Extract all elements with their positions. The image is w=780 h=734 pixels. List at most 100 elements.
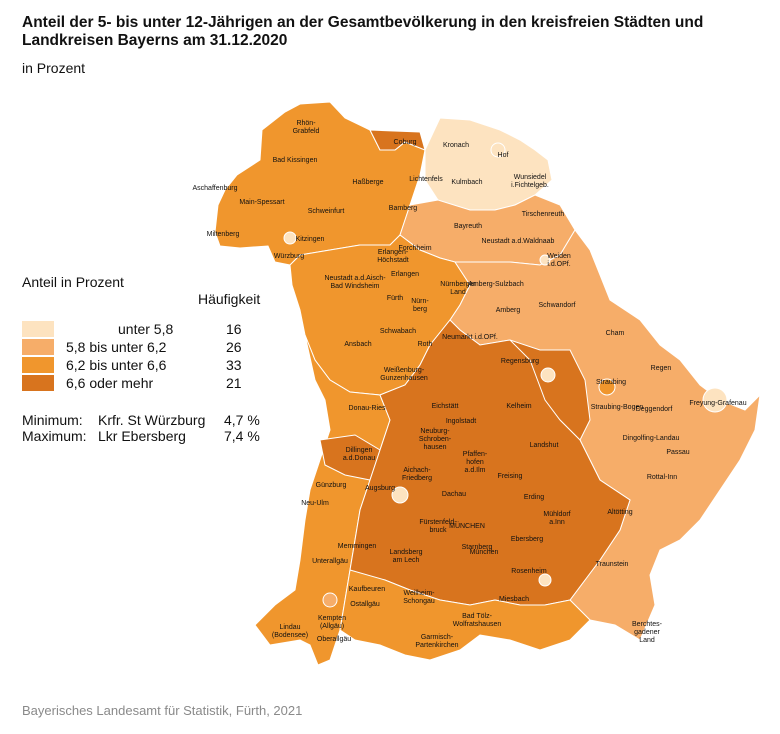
region-label: Günzburg <box>316 482 347 489</box>
region-label: Lindau (Bodensee) <box>272 624 308 639</box>
region-label: Dillingen a.d.Donau <box>343 447 375 462</box>
region-label: Unterallgäu <box>312 558 348 565</box>
legend-swatch <box>22 339 54 355</box>
region-label: Ingolstadt <box>446 418 476 425</box>
region-label: Forchheim <box>398 245 431 252</box>
region-label: Fürstenfeld-bruck <box>419 519 457 534</box>
legend-swatch <box>22 321 54 337</box>
region-label: Kulmbach <box>451 179 482 186</box>
legend-class-label: 6,6 oder mehr <box>66 375 154 391</box>
region-label: Kronach <box>443 142 469 149</box>
region-label: Fürth <box>387 295 403 302</box>
region-label: Rhön-Grabfeld <box>293 120 320 135</box>
legend-class-count: 26 <box>226 339 242 355</box>
region-label: Eichstätt <box>432 403 459 410</box>
region-label: Neumarkt i.d.OPf. <box>442 334 498 341</box>
stat-minimum-value: 4,7 % <box>224 412 260 428</box>
region-label: Tirschenreuth <box>522 211 565 218</box>
legend-class-count: 21 <box>226 375 242 391</box>
stat-maximum-region: Lkr Ebersberg <box>98 428 186 444</box>
region-label: Weilheim-Schongau <box>403 590 435 605</box>
region-label: Bad Tölz-Wolfratshausen <box>453 613 502 628</box>
region-label: Lichtenfels <box>409 176 443 183</box>
region-label: Ostallgäu <box>350 601 380 608</box>
legend-class-label: unter 5,8 <box>118 321 174 337</box>
region-label: Oberallgäu <box>317 636 351 643</box>
region-label: Nürnberger Land <box>440 281 476 296</box>
stat-minimum-label: Minimum: <box>22 412 83 428</box>
legend-class-row: 6,2 bis unter 6,6 33 <box>22 357 282 375</box>
region-label: Freising <box>498 473 523 480</box>
map-subtitle: in Prozent <box>22 60 86 76</box>
region-label: Dachau <box>442 491 466 498</box>
region-label: Donau-Ries <box>349 405 386 412</box>
legend-frequency-heading: Häufigkeit <box>198 291 261 307</box>
region-label: Bamberg <box>389 205 418 212</box>
region-label: Pfaffen-hofen a.d.Ilm <box>463 451 488 474</box>
region-label: Ansbach <box>344 341 371 348</box>
region-label: Roth <box>418 341 433 348</box>
region-label: München <box>470 549 499 556</box>
region-label: Neuburg-Schroben-hausen <box>419 428 452 451</box>
region-label: Haßberge <box>352 179 383 186</box>
region-label: Miesbach <box>499 596 529 603</box>
region-label: Miltenberg <box>207 231 240 238</box>
region-label: Landsberg am Lech <box>389 549 422 564</box>
region-shape-upper-bavaria-south <box>339 569 591 661</box>
legend-swatch <box>22 375 54 391</box>
region-label: Dingolfing-Landau <box>623 435 680 442</box>
region-label: Straubing <box>596 379 626 386</box>
region-label: Würzburg <box>274 253 304 260</box>
region-shape-upper-bavaria <box>349 319 631 606</box>
region-label: Garmisch-Partenkirchen <box>415 634 458 649</box>
region-label: Berchtes-gadener Land <box>632 621 663 644</box>
region-label: Altötting <box>607 509 632 516</box>
region-label: Main-Spessart <box>239 199 284 206</box>
region-label: Deggendorf <box>636 406 673 413</box>
region-label: Schweinfurt <box>308 208 345 215</box>
legend-class-row: unter 5,8 16 <box>22 321 282 339</box>
region-label: Wunsiedel i.Fichtelgeb. <box>511 174 549 189</box>
region-label: Kempten (Allgäu) <box>318 615 346 630</box>
region-label: Passau <box>666 449 689 456</box>
legend-heading: Anteil in Prozent <box>22 274 124 290</box>
legend-class-label: 6,2 bis unter 6,6 <box>66 357 167 373</box>
region-label: Hof <box>498 152 509 159</box>
region-label: Starnberg <box>462 544 493 551</box>
region-label: Schwandorf <box>539 302 576 309</box>
region-label: Cham <box>606 330 625 337</box>
region-label: Regen <box>651 365 672 372</box>
region-label: Augsburg <box>365 485 395 492</box>
region-label: Bayreuth <box>454 223 482 230</box>
region-label: Rottal-Inn <box>647 474 677 481</box>
region-label: Neu-Ulm <box>301 500 329 507</box>
region-label: Bad Kissingen <box>273 157 318 164</box>
region-label: Weißenburg-Gunzenhausen <box>380 367 428 382</box>
region-label: Neustadt a.d.Aisch-Bad Windsheim <box>324 275 386 290</box>
region-label: Landshut <box>530 442 559 449</box>
region-label: Freyung-Grafenau <box>689 400 746 407</box>
region-label: Nürn-berg <box>411 298 429 313</box>
region-label: Amberg <box>496 307 521 314</box>
region-label: Kelheim <box>506 403 531 410</box>
region-label: Aichach-Friedberg <box>402 467 432 482</box>
region-label: Memmingen <box>338 543 377 550</box>
region-shape-coburg <box>369 129 426 151</box>
region-label: Aschaffenburg <box>192 185 237 192</box>
legend-class-count: 33 <box>226 357 242 373</box>
region-label: Erlangen-Höchstadt <box>377 249 409 264</box>
stat-maximum-label: Maximum: <box>22 428 87 444</box>
region-label: Straubing-Bogen <box>591 404 644 411</box>
region-label: Kitzingen <box>296 236 325 243</box>
map-title: Anteil der 5- bis unter 12-Jährigen an d… <box>22 14 704 49</box>
region-label: MÜNCHEN <box>449 522 485 530</box>
legend-class-row: 5,8 bis unter 6,2 26 <box>22 339 282 357</box>
region-label: Rosenheim <box>511 568 547 575</box>
region-label: Ebersberg <box>511 536 543 543</box>
region-label: Erding <box>524 494 544 501</box>
region-label: Weiden i.d.OPf. <box>547 253 571 268</box>
region-label: Coburg <box>394 139 417 146</box>
legend-class-label: 5,8 bis unter 6,2 <box>66 339 167 355</box>
region-label: Traunstein <box>596 561 629 568</box>
